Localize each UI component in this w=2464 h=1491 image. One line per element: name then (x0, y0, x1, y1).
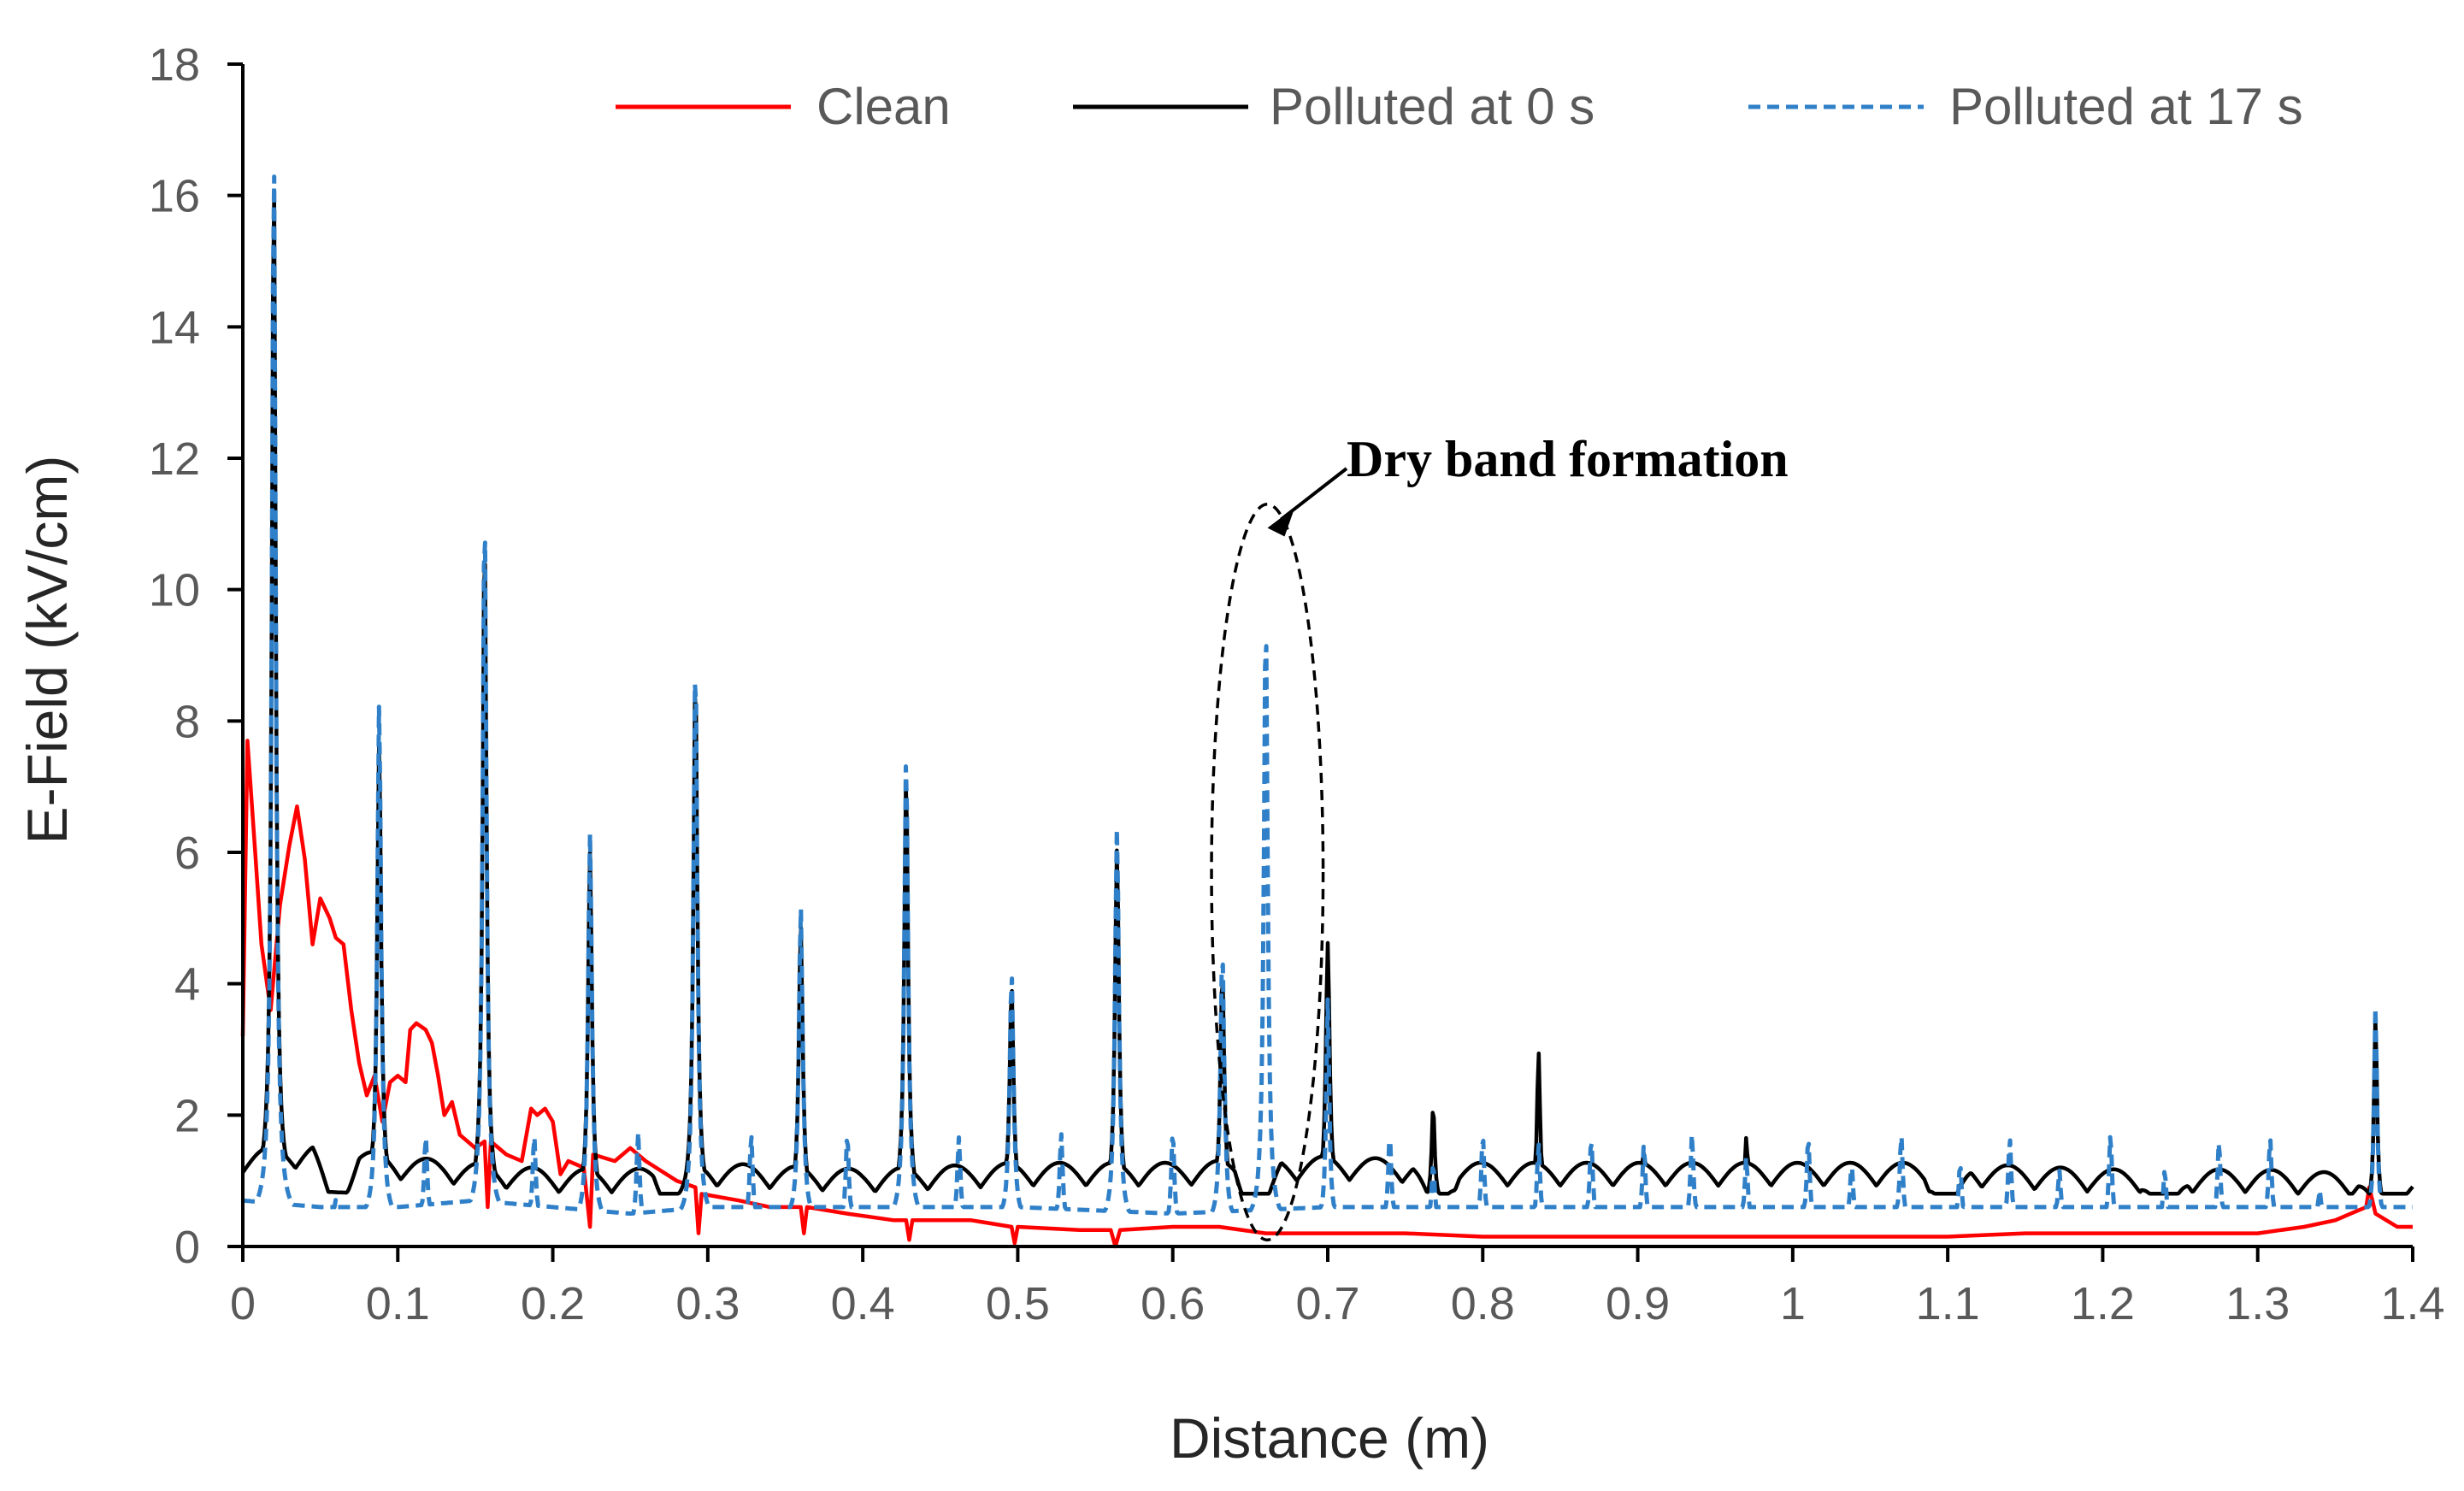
x-tick-label: 0.4 (831, 1278, 895, 1329)
annotation-label: Dry band formation (1347, 431, 1789, 487)
y-tick-label: 18 (149, 39, 200, 91)
legend-label: Polluted at 17 s (1949, 78, 2303, 135)
x-tick-label: 1 (1780, 1278, 1806, 1329)
x-tick-label: 0.6 (1141, 1278, 1205, 1329)
y-tick-label: 16 (149, 171, 200, 222)
y-tick-label: 4 (174, 959, 200, 1011)
x-tick-label: 1.4 (2380, 1278, 2444, 1329)
axes-layer: 0 2 4 6 8 10 12 14 16 18 0 0.1 0.2 0.3 0.4 0.5 0.6 0.7 0.8… (149, 39, 2445, 1329)
y-tick-label: 10 (149, 565, 200, 616)
annotation-layer: Dry band formation (1210, 431, 1789, 1242)
x-tick-label: 0.3 (675, 1278, 740, 1329)
x-axis-title: Distance (m) (1170, 1406, 1489, 1470)
plot-lines (240, 174, 2414, 1249)
dry-band-ellipse (1210, 503, 1325, 1242)
y-tick-label: 12 (149, 433, 200, 485)
x-tick-label: 1.2 (2071, 1278, 2135, 1329)
x-tick-label: 0.5 (986, 1278, 1050, 1329)
y-tick-label: 2 (174, 1090, 200, 1141)
legend-label: Polluted at 0 s (1270, 78, 1595, 135)
x-tick-label: 0.2 (521, 1278, 585, 1329)
annotation-arrowhead (1267, 507, 1295, 537)
series-line-polluted-at-0-s (241, 192, 2414, 1196)
x-tick-label: 0.8 (1451, 1278, 1515, 1329)
y-tick-label: 14 (149, 302, 200, 353)
y-tick-label: 8 (174, 696, 200, 747)
legend-label: Clean (816, 78, 951, 135)
series-line-clean (240, 739, 2413, 1249)
series-line-polluted-at-17-s (241, 174, 2414, 1216)
y-tick-label: 6 (174, 828, 200, 879)
y-tick-label: 0 (174, 1222, 200, 1273)
x-tick-label: 0 (230, 1278, 256, 1329)
x-tick-label: 1.3 (2225, 1278, 2290, 1329)
x-tick-label: 0.9 (1606, 1278, 1670, 1329)
x-tick-label: 1.1 (1916, 1278, 1980, 1329)
y-axis-title: E-Field (kV/cm) (15, 456, 79, 845)
x-tick-label: 0.1 (366, 1278, 430, 1329)
x-tick-label: 0.7 (1295, 1278, 1359, 1329)
legend-layer: Clean Polluted at 0 s Polluted at 17 s (616, 78, 2303, 135)
